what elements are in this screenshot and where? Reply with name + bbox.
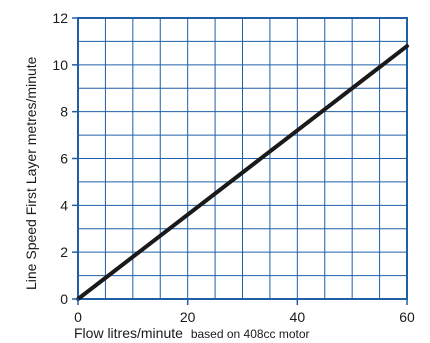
x-tick-label: 20 <box>180 309 196 325</box>
x-axis-title-main: Flow litres/minute <box>74 325 183 341</box>
y-tick-label: 2 <box>60 244 68 260</box>
data-series <box>76 44 409 301</box>
y-tick-label: 0 <box>60 291 68 307</box>
x-axis-ticks: 0 20 40 60 <box>74 299 415 325</box>
y-tick-label: 8 <box>60 104 68 120</box>
y-axis-ticks: 0 2 4 6 8 10 12 <box>52 10 78 307</box>
x-tick-label: 0 <box>74 309 82 325</box>
y-tick-label: 12 <box>52 10 68 26</box>
y-tick-label: 10 <box>52 57 68 73</box>
x-tick-label: 40 <box>290 309 306 325</box>
y-axis-title: Line Speed First Layer metres/minute <box>23 56 39 290</box>
x-tick-label: 60 <box>399 309 415 325</box>
x-axis-title: Flow litres/minute based on 408cc motor <box>74 325 310 341</box>
series-line <box>76 44 409 301</box>
y-tick-label: 6 <box>60 151 68 167</box>
x-axis-title-note: based on 408cc motor <box>191 327 310 341</box>
y-tick-label: 4 <box>60 197 68 213</box>
chart-grid <box>78 18 407 299</box>
